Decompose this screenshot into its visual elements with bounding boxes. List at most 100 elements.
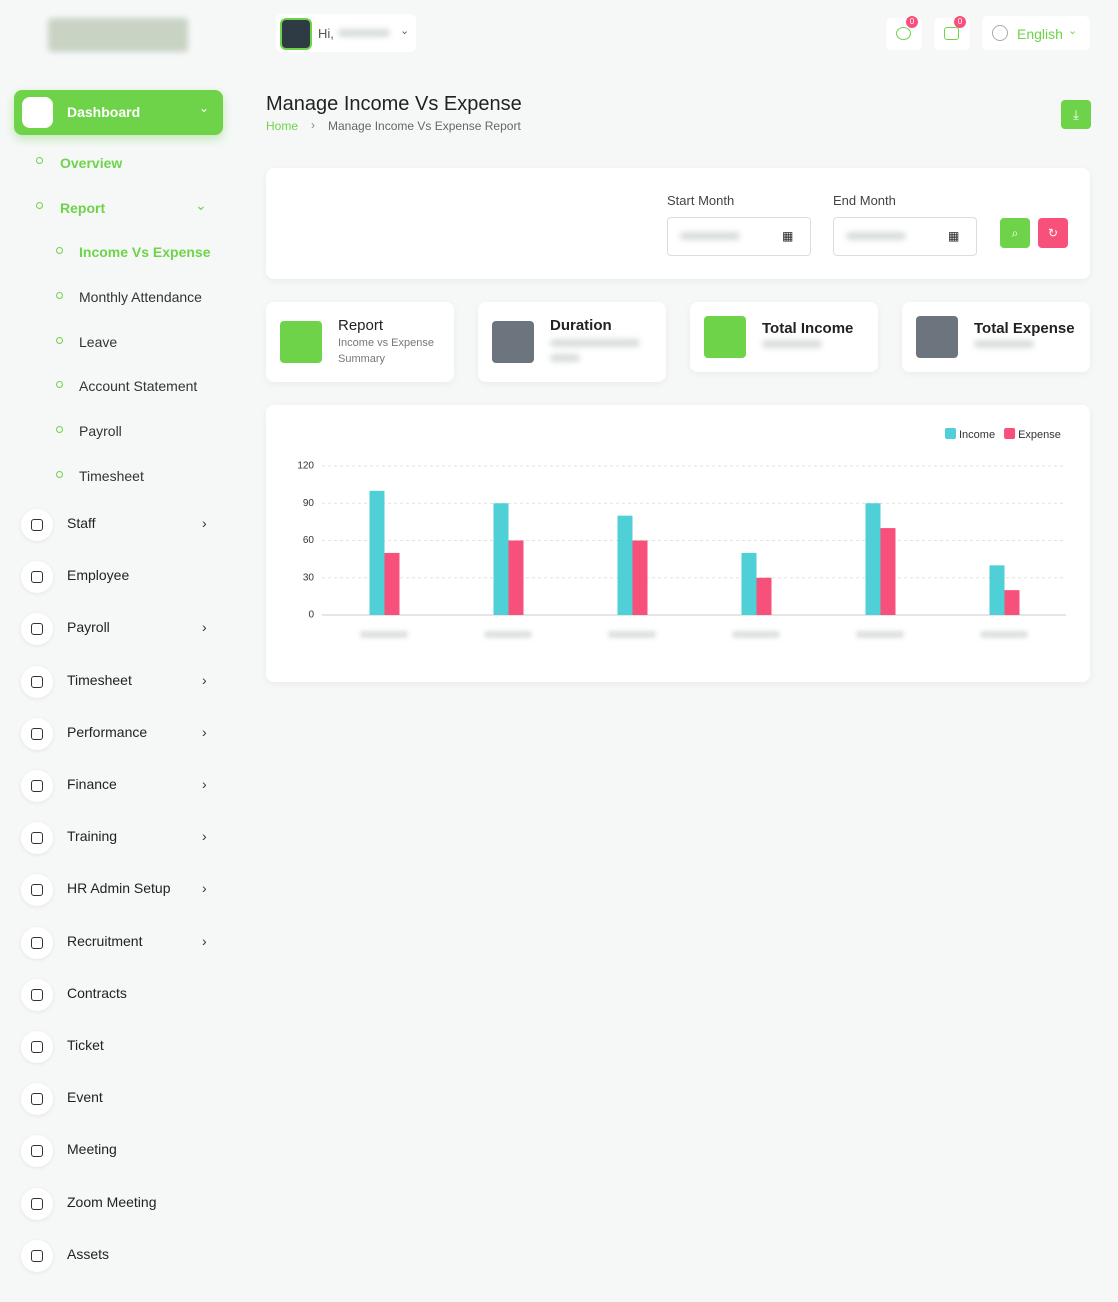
menu-icon — [21, 822, 53, 855]
legend-swatch — [1004, 428, 1016, 439]
bar — [508, 540, 524, 615]
menu-label[interactable]: Payroll — [67, 619, 110, 636]
user-menu[interactable]: Hi, ⌄ — [276, 14, 416, 52]
duration-card: Duration — [478, 302, 666, 382]
menu-label[interactable]: Timesheet — [67, 671, 132, 688]
x-tick-label-blurred — [484, 631, 532, 638]
download-button[interactable]: ⤓ — [1061, 100, 1091, 129]
breadcrumb-home[interactable]: Home — [266, 119, 299, 133]
menu-icon — [21, 874, 53, 907]
message-button[interactable]: 0 — [934, 16, 970, 50]
chevron: › — [202, 776, 207, 792]
menu-label[interactable]: Report — [60, 200, 106, 216]
greeting: Hi, — [318, 26, 334, 41]
card-icon — [280, 321, 322, 363]
menu-icon — [21, 665, 53, 698]
bullet — [56, 426, 63, 434]
menu-label[interactable]: Ticket — [67, 1037, 104, 1053]
start-input[interactable]: ▦ — [667, 217, 811, 256]
menu-label[interactable]: Overview — [60, 155, 123, 171]
search-button[interactable]: ⌕ — [1000, 218, 1030, 248]
menu-icon — [21, 978, 53, 1011]
bar — [756, 577, 772, 615]
menu-label[interactable]: Staff — [67, 515, 96, 531]
menu-label[interactable]: Assets — [67, 1245, 110, 1262]
badge: 0 — [906, 16, 918, 28]
bar — [989, 565, 1005, 615]
menu-icon — [21, 770, 53, 802]
menu-label[interactable]: Event — [67, 1089, 103, 1106]
chevron: ⌄ — [199, 101, 210, 115]
menu-icon — [21, 1031, 53, 1063]
chevron: ⌄ — [195, 197, 207, 213]
message-icon — [944, 27, 959, 40]
menu-icon — [21, 1187, 53, 1220]
menu-label[interactable]: Account Statement — [79, 378, 198, 395]
expense-card: Total Expense — [902, 302, 1090, 372]
start-label: Start Month — [667, 193, 735, 208]
income-card: Total Income — [690, 302, 878, 372]
language: English — [1017, 26, 1063, 42]
card-title: Total Expense — [974, 320, 1075, 337]
chevron: › — [202, 880, 207, 897]
menu-label[interactable]: Contracts — [67, 984, 127, 1001]
bullet — [56, 247, 63, 254]
menu-icon — [21, 1135, 53, 1168]
y-tick-label: 90 — [303, 498, 315, 509]
x-tick-label-blurred — [608, 631, 656, 638]
avatar — [280, 18, 312, 50]
menu-icon — [21, 613, 53, 646]
menu-label[interactable]: Training — [67, 828, 118, 845]
legend-swatch — [945, 428, 956, 439]
menu-icon — [21, 1083, 53, 1116]
card-title: Duration — [550, 317, 612, 334]
y-tick-label: 60 — [303, 535, 315, 546]
menu-label[interactable]: Meeting — [67, 1141, 117, 1158]
menu-label: Dashboard — [67, 104, 141, 120]
bullet — [56, 291, 63, 299]
menu-icon — [21, 717, 53, 750]
bar — [865, 503, 881, 615]
bullet — [56, 336, 63, 344]
chevron: ⌄ — [1068, 25, 1078, 37]
end-input[interactable]: ▦ — [833, 217, 977, 256]
menu-label[interactable]: HR Admin Setup — [67, 880, 171, 897]
menu-label[interactable]: Monthly Attendance — [79, 288, 202, 305]
chat-button[interactable]: 0 — [886, 16, 922, 50]
globe-icon — [992, 25, 1008, 41]
language-button[interactable]: English ⌄ — [982, 16, 1090, 50]
report-card: Report Income vs Expense Summary — [266, 302, 454, 382]
menu-label[interactable]: Finance — [67, 776, 117, 792]
menu-label[interactable]: Income Vs Expense — [79, 244, 211, 260]
menu-label[interactable]: Performance — [67, 723, 148, 740]
y-tick-label: 0 — [308, 610, 314, 621]
calendar-icon: ▦ — [948, 229, 960, 243]
chart-card: 0 30 60 90 120 Income Expense — [266, 405, 1090, 682]
bar — [880, 528, 896, 615]
menu-icon — [21, 926, 53, 959]
chevron: › — [202, 932, 207, 949]
menu-label[interactable]: Recruitment — [67, 932, 143, 949]
menu-label[interactable]: Zoom Meeting — [67, 1193, 157, 1210]
y-tick-label: 120 — [297, 461, 314, 472]
page-title: Manage Income Vs Expense — [266, 93, 522, 115]
chat-icon — [896, 27, 911, 40]
bar — [632, 540, 648, 615]
bar — [369, 490, 385, 615]
home-icon — [22, 97, 53, 128]
breadcrumb-current: Manage Income Vs Expense Report — [328, 119, 521, 133]
bullet — [56, 381, 63, 389]
card-icon — [704, 316, 746, 358]
menu-label[interactable]: Timesheet — [79, 468, 144, 484]
menu-label[interactable]: Leave — [79, 333, 118, 350]
calendar-icon: ▦ — [782, 229, 794, 243]
chevron: ⌄ — [400, 25, 410, 37]
menu-label[interactable]: Employee — [67, 567, 130, 584]
breadcrumb-separator: › — [311, 118, 315, 132]
x-tick-label-blurred — [856, 631, 904, 638]
user-name — [338, 29, 390, 37]
reset-button[interactable]: ↻ — [1038, 218, 1068, 248]
bar — [493, 503, 509, 615]
dashboard-item[interactable]: Dashboard ⌄ — [14, 90, 223, 135]
menu-label[interactable]: Payroll — [79, 423, 122, 440]
